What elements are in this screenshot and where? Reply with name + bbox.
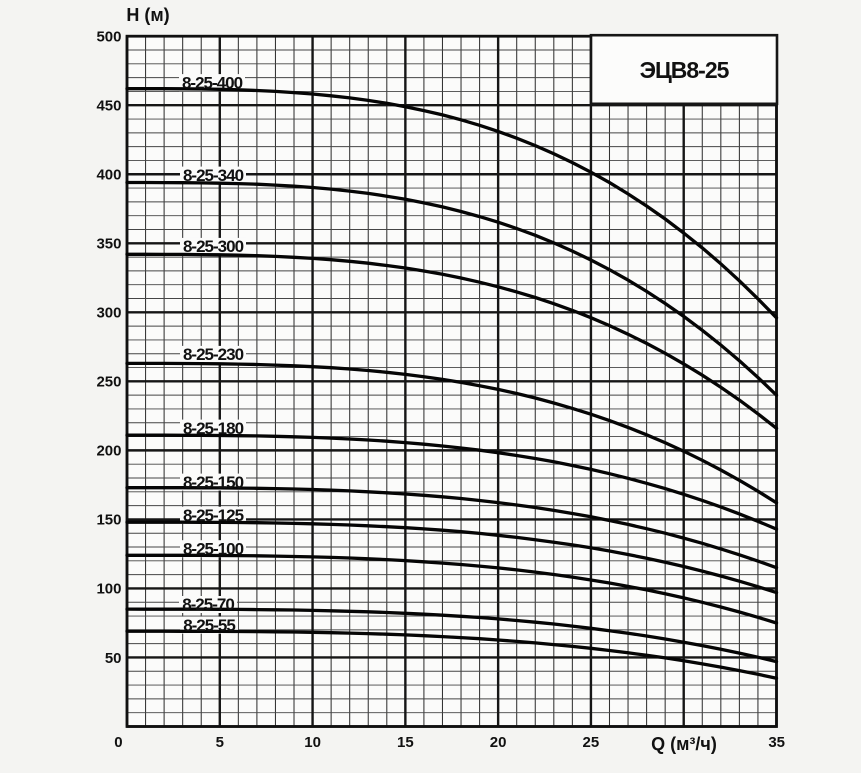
svg-text:400: 400 <box>96 167 121 184</box>
svg-text:8-25-125: 8-25-125 <box>183 506 244 525</box>
svg-text:Q (м³/ч): Q (м³/ч) <box>651 734 717 754</box>
svg-text:450: 450 <box>96 98 121 115</box>
svg-text:150: 150 <box>96 512 121 529</box>
svg-text:200: 200 <box>96 443 121 460</box>
svg-text:50: 50 <box>105 650 122 667</box>
svg-text:500: 500 <box>96 29 121 46</box>
svg-text:350: 350 <box>96 236 121 253</box>
svg-text:8-25-400: 8-25-400 <box>182 73 243 92</box>
svg-text:20: 20 <box>490 734 507 751</box>
svg-text:300: 300 <box>96 305 121 322</box>
svg-text:35: 35 <box>768 734 785 751</box>
svg-text:H (м): H (м) <box>126 5 169 25</box>
svg-text:8-25-100: 8-25-100 <box>183 539 244 558</box>
svg-text:10: 10 <box>304 734 321 751</box>
svg-text:8-25-180: 8-25-180 <box>183 419 244 438</box>
svg-text:250: 250 <box>96 374 121 391</box>
svg-text:25: 25 <box>583 734 600 751</box>
svg-text:15: 15 <box>397 734 414 751</box>
svg-text:8-25-70: 8-25-70 <box>182 595 234 614</box>
svg-text:0: 0 <box>114 734 122 751</box>
svg-text:8-25-55: 8-25-55 <box>183 616 235 635</box>
svg-text:8-25-230: 8-25-230 <box>183 345 244 364</box>
svg-text:8-25-150: 8-25-150 <box>183 473 244 492</box>
svg-text:100: 100 <box>96 581 121 598</box>
svg-text:5: 5 <box>216 734 224 751</box>
svg-text:8-25-340: 8-25-340 <box>183 166 244 185</box>
svg-text:8-25-300: 8-25-300 <box>183 237 244 256</box>
svg-text:ЭЦВ8-25: ЭЦВ8-25 <box>640 57 730 83</box>
